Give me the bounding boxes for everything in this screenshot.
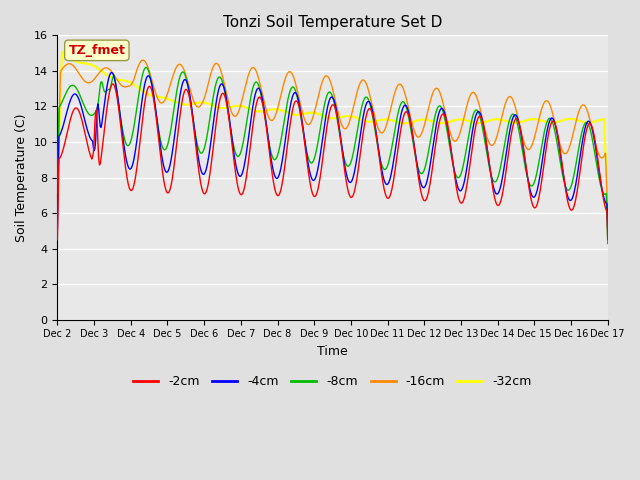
Y-axis label: Soil Temperature (C): Soil Temperature (C) xyxy=(15,113,28,242)
Title: Tonzi Soil Temperature Set D: Tonzi Soil Temperature Set D xyxy=(223,15,442,30)
Text: TZ_fmet: TZ_fmet xyxy=(68,44,125,57)
Legend: -2cm, -4cm, -8cm, -16cm, -32cm: -2cm, -4cm, -8cm, -16cm, -32cm xyxy=(129,370,537,393)
X-axis label: Time: Time xyxy=(317,345,348,358)
